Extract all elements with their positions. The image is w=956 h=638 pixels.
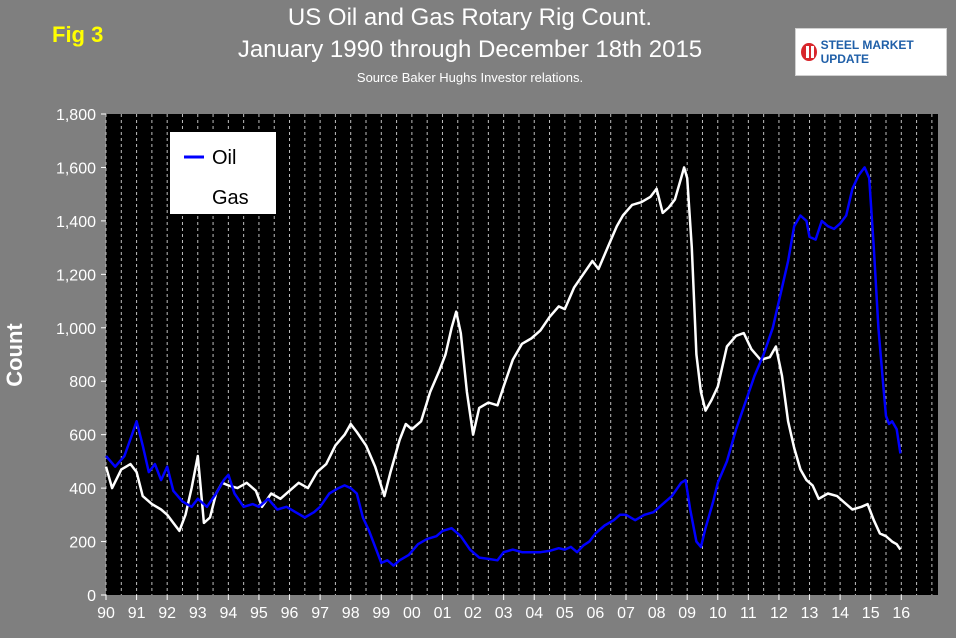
x-tick-label: 01 (434, 605, 452, 622)
smu-logo-icon (801, 43, 817, 61)
x-tick-label: 16 (892, 605, 910, 622)
x-tick-label: 12 (770, 605, 788, 622)
x-tick-label: 96 (281, 605, 299, 622)
series-line-oil (105, 166, 902, 567)
legend-box (170, 132, 276, 214)
chart-title: US Oil and Gas Rotary Rig Count. (287, 4, 653, 31)
y-tick-label: 200 (69, 535, 96, 552)
legend-gas-label: Gas (212, 187, 249, 209)
series-group (104, 166, 902, 567)
y-tick-label: 1,000 (56, 321, 96, 338)
legend: Oil Gas (170, 132, 276, 214)
steel-market-update-logo: STEEL MARKET UPDATE (795, 28, 947, 76)
x-tick-label: 93 (189, 605, 207, 622)
y-tick-label: 400 (69, 481, 96, 498)
x-tick-label: 99 (372, 605, 390, 622)
x-tick-label: 02 (464, 605, 482, 622)
series-line-gas (104, 166, 902, 551)
y-tick-label: 1,200 (56, 267, 96, 284)
x-tick-label: 15 (862, 605, 880, 622)
x-tick-label: 95 (250, 605, 268, 622)
x-tick-label: 05 (556, 605, 574, 622)
logo-text: STEEL MARKET UPDATE (820, 38, 914, 66)
axes: 02004006008001,0001,2001,4001,6001,80090… (56, 107, 910, 622)
y-axis-label: Count (2, 323, 27, 387)
x-tick-label: 14 (831, 605, 849, 622)
x-tick-label: 97 (311, 605, 329, 622)
y-tick-label: 1,600 (56, 160, 96, 177)
y-tick-label: 1,400 (56, 214, 96, 231)
chart-subtitle: January 1990 through December 18th 2015 (237, 36, 703, 63)
chart-source: Source Baker Hughs Investor relations. (356, 70, 584, 85)
x-tick-label: 08 (648, 605, 666, 622)
x-tick-label: 03 (495, 605, 513, 622)
x-tick-label: 98 (342, 605, 360, 622)
x-tick-label: 90 (97, 605, 115, 622)
y-tick-label: 1,800 (56, 107, 96, 124)
y-tick-label: 0 (87, 588, 96, 605)
x-tick-label: 07 (617, 605, 635, 622)
x-tick-label: 92 (158, 605, 176, 622)
x-tick-label: 09 (678, 605, 696, 622)
legend-oil-label: Oil (212, 147, 236, 169)
y-tick-label: 800 (69, 374, 96, 391)
x-tick-label: 06 (587, 605, 605, 622)
figure-label: Fig 3 (52, 22, 104, 47)
x-tick-label: 04 (525, 605, 543, 622)
x-tick-label: 11 (740, 605, 757, 622)
x-tick-label: 00 (403, 605, 421, 622)
y-tick-label: 600 (69, 428, 96, 445)
x-tick-label: 91 (128, 605, 146, 622)
x-tick-label: 13 (801, 605, 819, 622)
x-tick-label: 94 (219, 605, 237, 622)
x-tick-label: 10 (709, 605, 727, 622)
